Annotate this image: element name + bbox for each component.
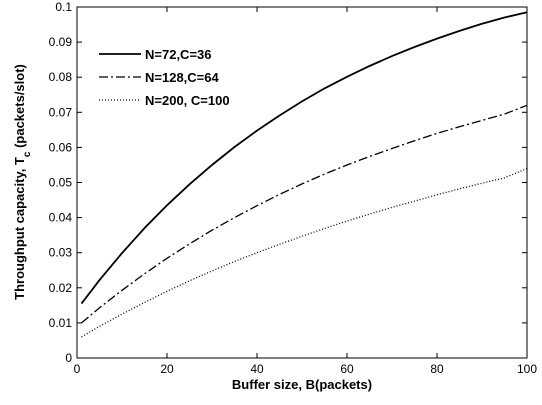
x-tick-label: 40 xyxy=(250,362,264,376)
legend-label-3: N=200, C=100 xyxy=(145,93,230,108)
x-tick-label: 60 xyxy=(340,362,354,376)
y-axis-label: Throughput capacity, Tc (packets/slot) xyxy=(12,64,33,300)
y-tick-label: 0.05 xyxy=(49,176,73,190)
series-line-2 xyxy=(81,104,528,324)
x-tick-label: 80 xyxy=(430,362,444,376)
y-tick-label: 0.1 xyxy=(55,0,72,14)
series-line-1 xyxy=(80,11,528,305)
y-tick-label: 0.08 xyxy=(49,70,73,84)
series-line-3 xyxy=(81,167,528,338)
x-tick-label: 0 xyxy=(74,362,81,376)
y-axis-label-subscript: c xyxy=(22,151,33,157)
y-tick-label: 0.02 xyxy=(49,281,73,295)
axis-ticks: 0 20 40 60 80 100 0 0.01 0.02 0.03 0.04 0.05 0.06 0.0… xyxy=(49,0,538,376)
y-axis-label-prefix: Throughput capacity, T xyxy=(12,157,27,300)
y-tick-label: 0.03 xyxy=(49,246,73,260)
x-axis-label: Buffer size, B(packets) xyxy=(232,377,372,392)
x-tick-label: 20 xyxy=(160,362,174,376)
x-tick-label: 100 xyxy=(517,362,537,376)
legend-label-1: N=72,C=36 xyxy=(145,47,212,62)
plot-area xyxy=(76,6,528,359)
y-tick-label: 0.06 xyxy=(49,140,73,154)
legend: N=72,C=36 N=128,C=64 N=200, C=100 xyxy=(99,47,230,108)
y-axis-label-suffix: (packets/slot) xyxy=(12,64,27,151)
y-tick-label: 0 xyxy=(65,351,72,365)
series-group xyxy=(80,11,528,338)
y-tick-label: 0.09 xyxy=(49,35,73,49)
y-tick-label: 0.04 xyxy=(49,211,73,225)
y-tick-label: 0.01 xyxy=(49,316,73,330)
y-tick-label: 0.07 xyxy=(49,105,73,119)
legend-label-2: N=128,C=64 xyxy=(145,70,219,85)
